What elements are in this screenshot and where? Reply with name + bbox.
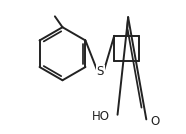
Text: O: O bbox=[150, 115, 159, 128]
Text: HO: HO bbox=[92, 110, 110, 123]
Text: S: S bbox=[97, 65, 104, 78]
